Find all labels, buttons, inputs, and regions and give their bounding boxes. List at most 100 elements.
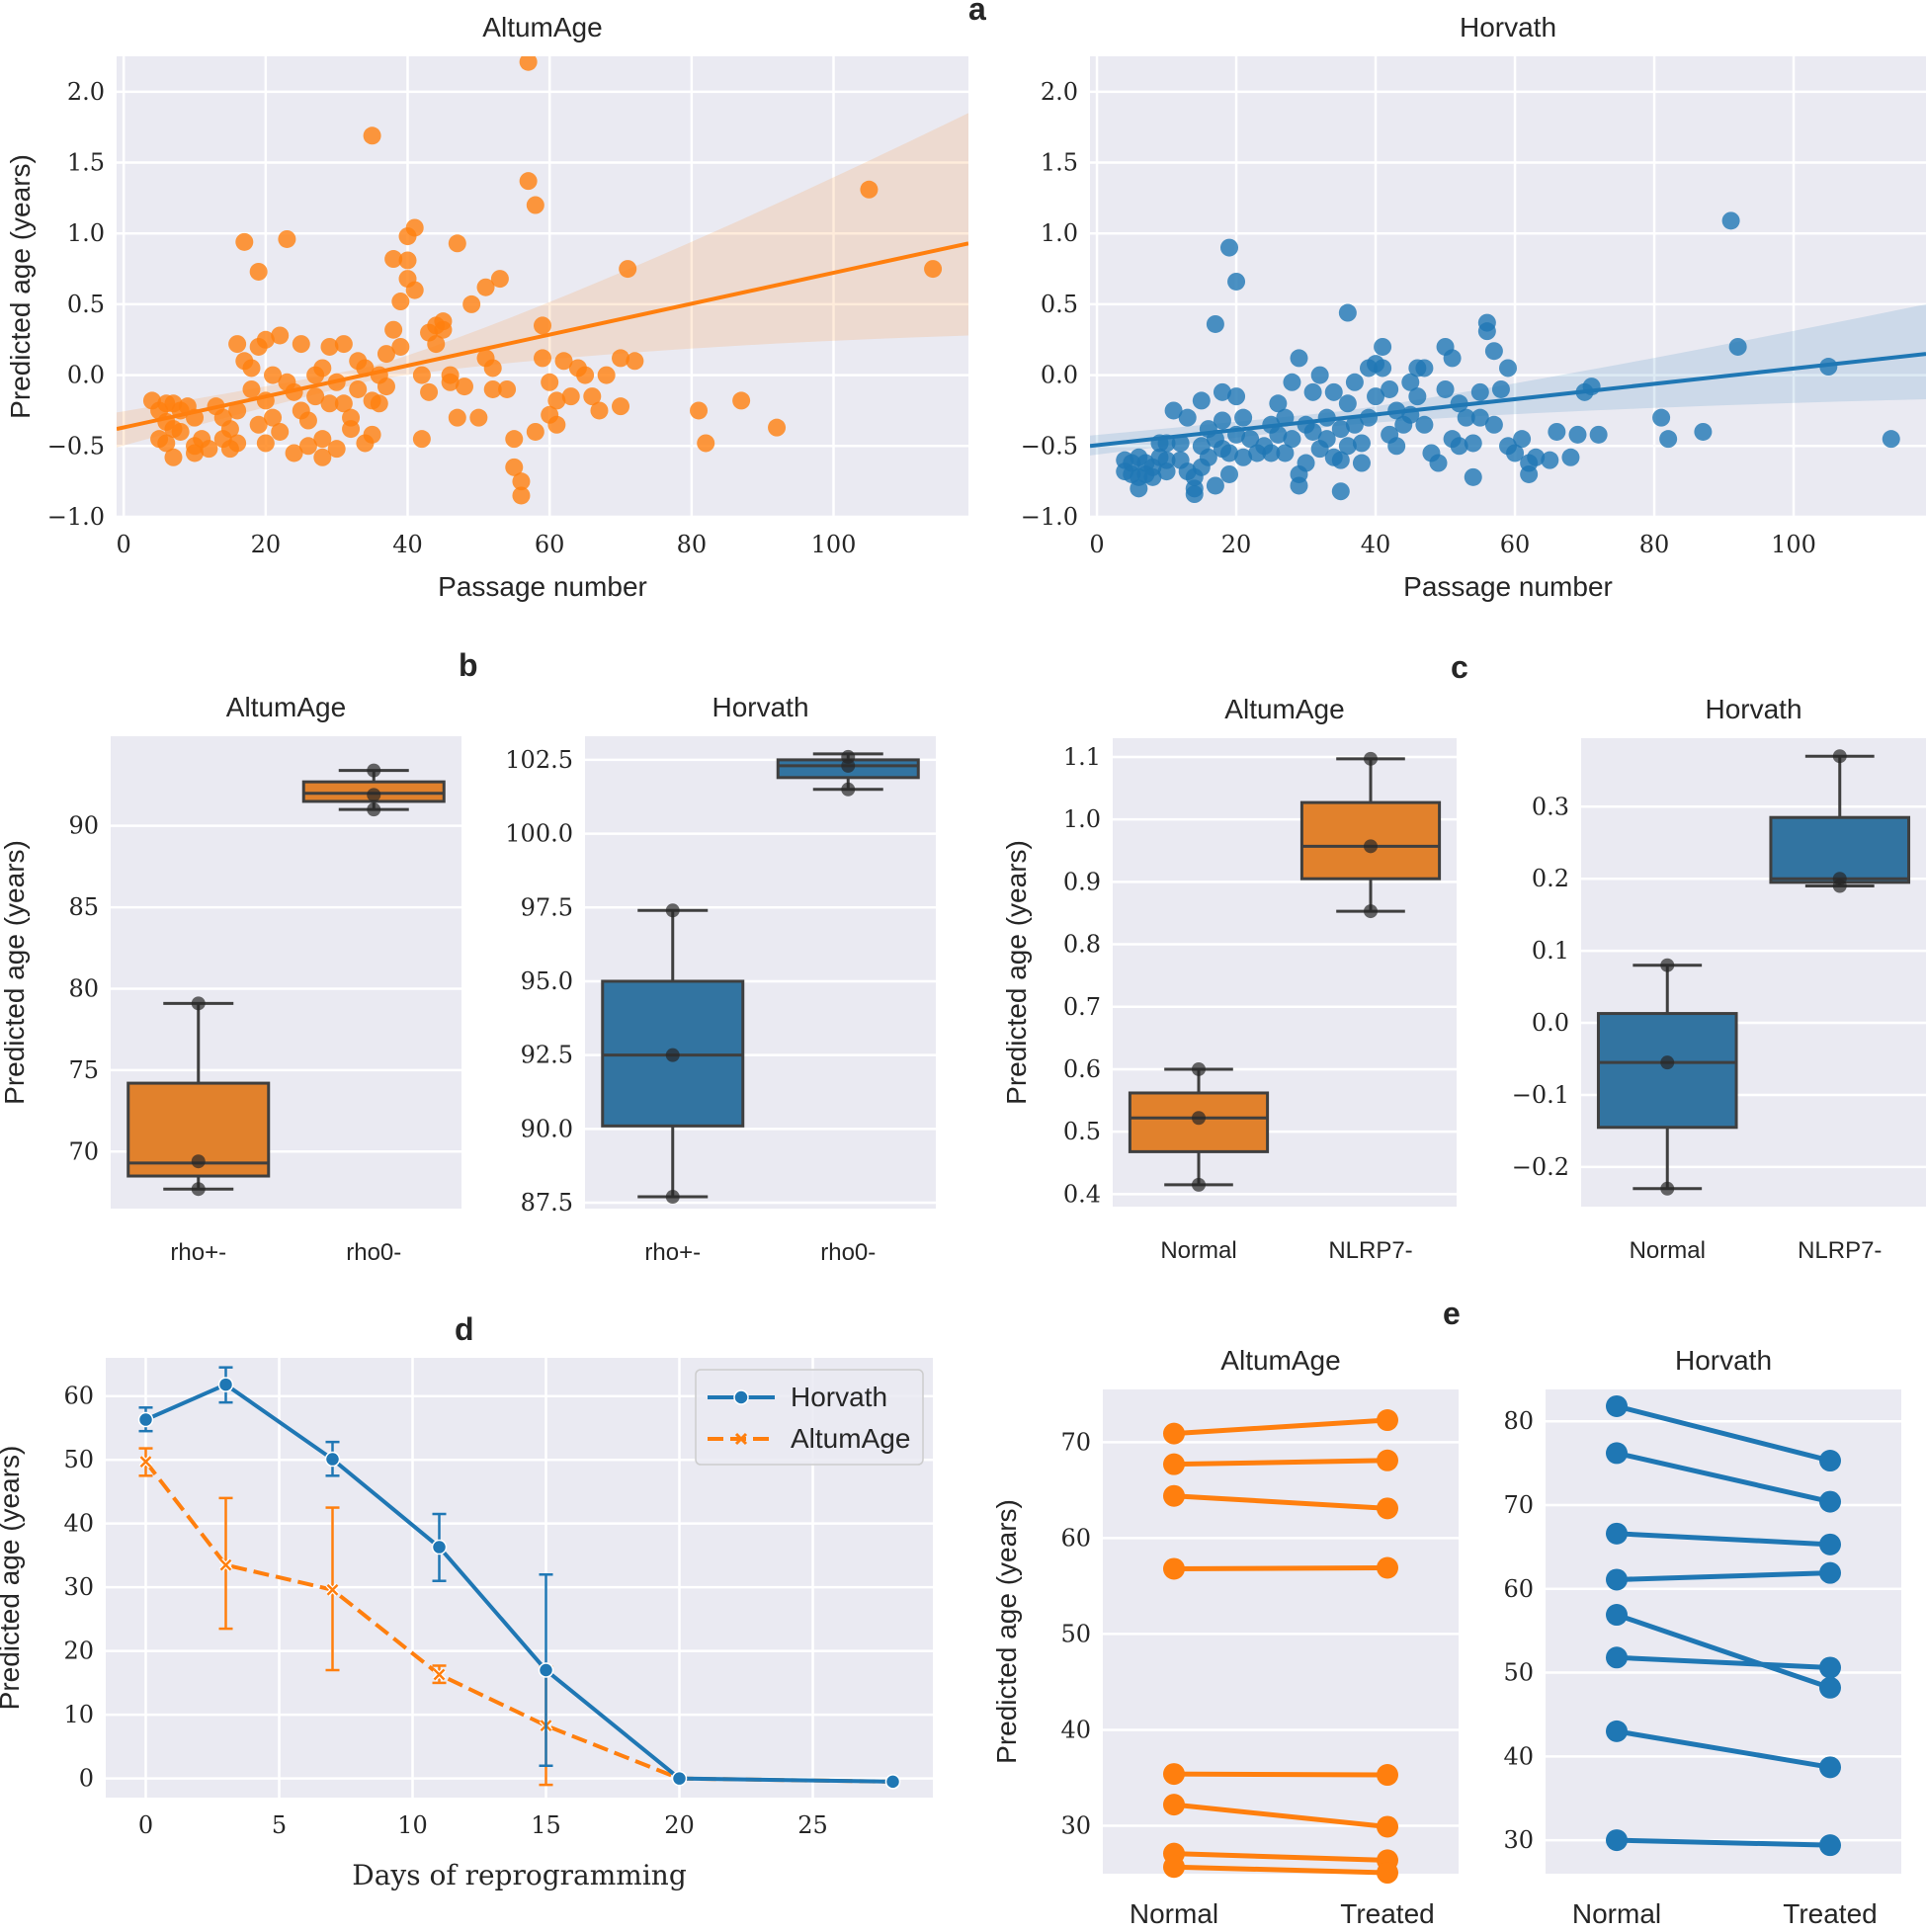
- y-tick-label: 0.4: [1063, 1180, 1101, 1208]
- data-point: [462, 294, 481, 313]
- pair-line: [1616, 1728, 1831, 1770]
- y-tick-label: 1.0: [67, 219, 105, 247]
- data-point: [1164, 401, 1183, 420]
- data-point: [1331, 420, 1350, 439]
- data-point: [1241, 430, 1260, 449]
- data-point: [1163, 1484, 1185, 1507]
- pair: [1606, 1442, 1841, 1513]
- data-point: [191, 1154, 206, 1169]
- data-point: [1464, 434, 1482, 453]
- legend-label: AltumAge: [791, 1423, 910, 1454]
- panel-a_altumage: −1.0 −0.5 0.0 0.5 1.0 1.5 2.0 0 20 40 60 80 100 Altum…: [5, 12, 968, 602]
- data-point: [884, 1774, 901, 1790]
- y-tick-label: 0.5: [67, 291, 105, 318]
- legend-box: [695, 1369, 924, 1466]
- box-rho+-: [126, 996, 271, 1197]
- pair: [1163, 1794, 1398, 1838]
- pair-line: [1616, 1403, 1831, 1464]
- data-point: [1345, 415, 1364, 434]
- data-point: [256, 330, 275, 349]
- pair: [1163, 1856, 1398, 1885]
- confidence-band: [1090, 303, 1926, 456]
- y-tick-label: 70: [1060, 1428, 1091, 1456]
- data-point: [228, 335, 247, 354]
- y-tick-label: 60: [63, 1383, 94, 1410]
- x-tick-label: rho+-: [170, 1239, 226, 1266]
- data-point: [220, 420, 239, 439]
- legend: Horvath AltumAge: [695, 1369, 924, 1466]
- data-point: [1303, 382, 1322, 401]
- x-tick-label: 25: [797, 1811, 828, 1839]
- pair-line: [1616, 1450, 1831, 1505]
- y-tick-label: 0.9: [1063, 868, 1101, 895]
- y-tick-label: 40: [1060, 1716, 1091, 1743]
- y-tick-label: 0.0: [67, 362, 105, 389]
- x-tick-label: Treated: [1783, 1898, 1877, 1929]
- data-point: [665, 1190, 680, 1205]
- pair-line: [1616, 1531, 1831, 1548]
- y-tick-label: 60: [1060, 1524, 1091, 1552]
- data-point: [1163, 1856, 1185, 1879]
- data-point: [398, 251, 417, 270]
- x-tick-label: NLRP7-: [1798, 1237, 1882, 1264]
- data-point: [1290, 349, 1308, 368]
- data-point: [690, 401, 709, 420]
- data-point: [1290, 476, 1308, 495]
- data-point: [334, 394, 353, 413]
- data-point: [1163, 1794, 1185, 1816]
- data-point: [519, 56, 538, 71]
- data-point: [1589, 425, 1608, 444]
- y-tick-label: 2.0: [1041, 78, 1078, 106]
- data-point: [1276, 444, 1295, 462]
- panel-c_altumage: 0.4 0.5 0.6 0.7 0.8 0.9 1.0 1.1 AltumAge Predicte…: [1001, 694, 1457, 1264]
- x-tick-label: 100: [1771, 531, 1816, 558]
- y-axis-label: Predicted age (years): [0, 840, 30, 1105]
- y-tick-label: 20: [63, 1638, 94, 1665]
- data-point: [1367, 387, 1385, 406]
- x-tick-label: 0: [117, 531, 131, 558]
- data-point: [298, 437, 317, 456]
- data-point: [367, 763, 381, 778]
- data-point: [1297, 454, 1315, 472]
- data-point: [534, 349, 551, 368]
- data-point: [264, 408, 283, 427]
- data-point: [1470, 408, 1489, 427]
- box-rho+-: [601, 903, 745, 1205]
- y-axis-label: Predicted age (years): [5, 154, 36, 419]
- data-point: [271, 326, 290, 345]
- y-tick-label: 0.0: [1532, 1009, 1569, 1037]
- data-point: [1561, 448, 1580, 466]
- data-point: [1269, 394, 1288, 413]
- y-axis-label: Predicted age (years): [991, 1499, 1022, 1764]
- data-point: [137, 1411, 154, 1428]
- data-point: [1819, 1490, 1841, 1513]
- pair: [1606, 1394, 1841, 1472]
- data-point: [1415, 415, 1434, 434]
- data-point: [619, 260, 637, 279]
- data-point: [1484, 415, 1503, 434]
- data-point: [732, 391, 751, 410]
- box-Normal: [1596, 958, 1738, 1196]
- data-point: [1199, 448, 1217, 466]
- data-point: [1331, 482, 1350, 501]
- data-point: [483, 379, 502, 398]
- data-point: [235, 232, 254, 251]
- y-axis-label: Predicted age (years): [0, 1446, 25, 1711]
- data-point: [186, 444, 205, 462]
- y-tick-label: 70: [68, 1137, 99, 1165]
- data-point: [324, 1451, 341, 1468]
- y-tick-label: 75: [68, 1056, 99, 1084]
- data-point: [924, 260, 943, 279]
- data-point: [1310, 366, 1329, 384]
- x-tick-label: Normal: [1160, 1237, 1236, 1264]
- data-point: [1157, 462, 1176, 481]
- pair-line: [1616, 1612, 1831, 1691]
- x-tick-label: 0: [138, 1811, 153, 1839]
- data-point: [1401, 373, 1420, 391]
- data-point: [512, 486, 531, 505]
- y-tick-label: −1.0: [47, 503, 105, 531]
- x-tick-label: rho0-: [346, 1239, 401, 1266]
- data-point: [1143, 467, 1162, 486]
- data-point: [1387, 437, 1406, 456]
- data-point: [1832, 749, 1847, 764]
